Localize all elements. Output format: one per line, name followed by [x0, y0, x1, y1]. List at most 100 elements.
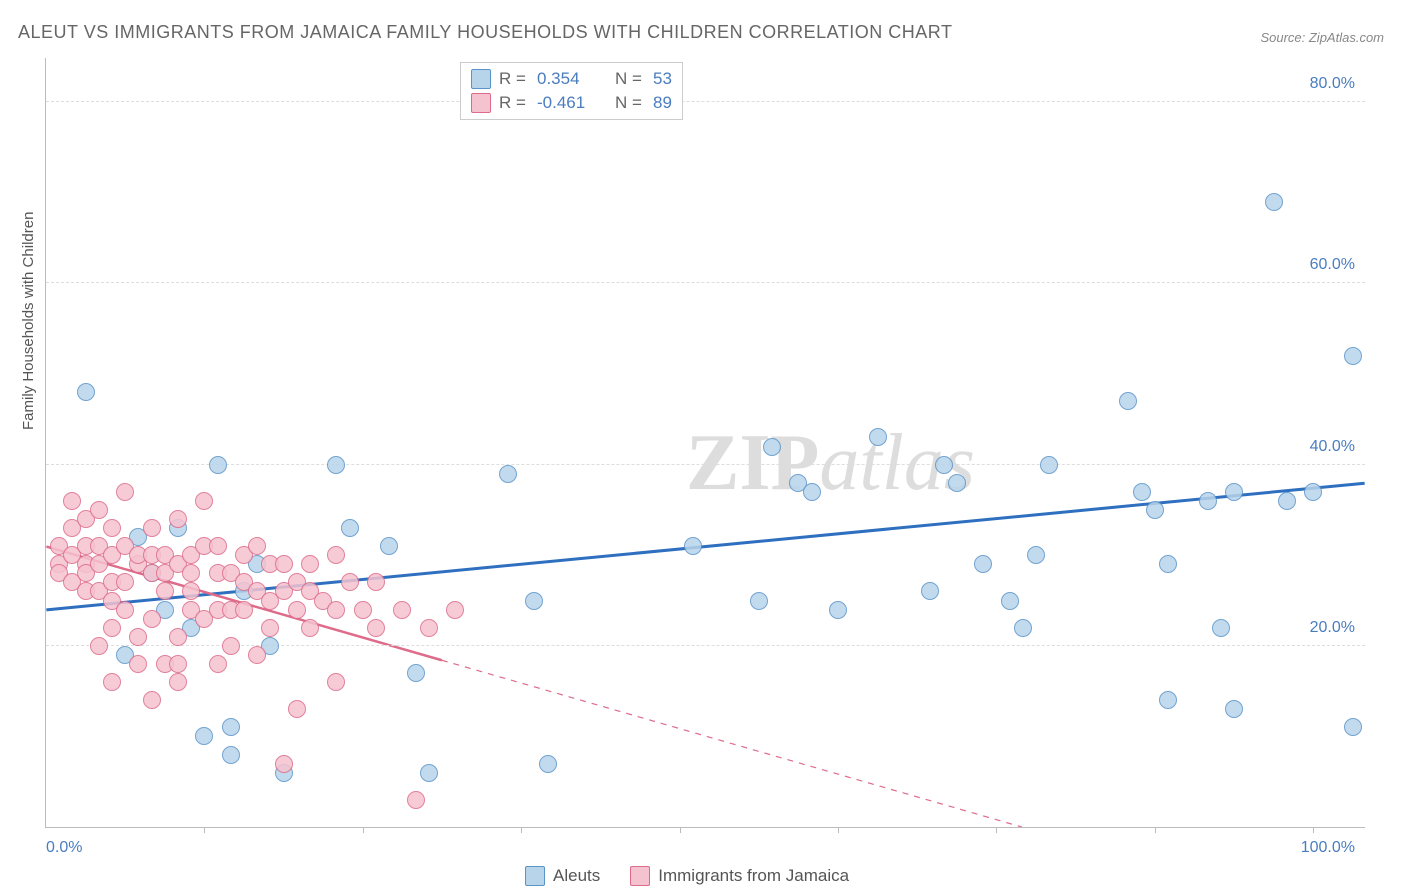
legend-n-value: 53: [653, 69, 672, 89]
scatter-point: [327, 601, 345, 619]
legend-item: Aleuts: [525, 866, 600, 886]
scatter-point: [1265, 193, 1283, 211]
scatter-point: [129, 628, 147, 646]
chart-plot-area: ZIPatlas 20.0%40.0%60.0%80.0%0.0%100.0%: [45, 58, 1365, 828]
legend-swatch: [471, 69, 491, 89]
legend-label: Immigrants from Jamaica: [658, 866, 849, 886]
scatter-point: [1304, 483, 1322, 501]
scatter-point: [380, 537, 398, 555]
scatter-point: [921, 582, 939, 600]
scatter-point: [182, 564, 200, 582]
scatter-point: [763, 438, 781, 456]
scatter-point: [301, 555, 319, 573]
scatter-point: [222, 746, 240, 764]
scatter-point: [1159, 555, 1177, 573]
scatter-point: [354, 601, 372, 619]
scatter-point: [248, 537, 266, 555]
y-axis-label: Family Households with Children: [20, 212, 37, 430]
scatter-point: [393, 601, 411, 619]
y-tick-label: 80.0%: [1310, 75, 1355, 93]
scatter-point: [301, 619, 319, 637]
x-tick-mark: [680, 827, 681, 833]
scatter-point: [1159, 691, 1177, 709]
scatter-point: [156, 582, 174, 600]
scatter-point: [341, 573, 359, 591]
scatter-point: [116, 483, 134, 501]
scatter-point: [143, 610, 161, 628]
scatter-point: [1344, 347, 1362, 365]
scatter-point: [1119, 392, 1137, 410]
scatter-point: [222, 718, 240, 736]
scatter-point: [90, 637, 108, 655]
x-tick-mark: [996, 827, 997, 833]
scatter-point: [169, 628, 187, 646]
scatter-point: [367, 619, 385, 637]
scatter-point: [63, 492, 81, 510]
legend-r-value: -0.461: [537, 93, 607, 113]
scatter-point: [169, 673, 187, 691]
x-tick-left: 0.0%: [46, 839, 82, 857]
scatter-point: [1278, 492, 1296, 510]
legend-row: R = 0.354 N = 53: [471, 67, 672, 91]
y-tick-label: 40.0%: [1310, 438, 1355, 456]
scatter-point: [77, 383, 95, 401]
scatter-point: [288, 700, 306, 718]
scatter-point: [750, 592, 768, 610]
scatter-point: [169, 655, 187, 673]
scatter-point: [116, 573, 134, 591]
scatter-point: [129, 655, 147, 673]
x-tick-mark: [363, 827, 364, 833]
scatter-point: [869, 428, 887, 446]
scatter-point: [499, 465, 517, 483]
scatter-point: [327, 546, 345, 564]
scatter-point: [525, 592, 543, 610]
gridline: [46, 101, 1365, 102]
scatter-point: [1199, 492, 1217, 510]
scatter-point: [275, 755, 293, 773]
scatter-point: [446, 601, 464, 619]
scatter-point: [209, 537, 227, 555]
scatter-point: [275, 555, 293, 573]
scatter-point: [367, 573, 385, 591]
scatter-point: [103, 519, 121, 537]
chart-title: ALEUT VS IMMIGRANTS FROM JAMAICA FAMILY …: [18, 22, 952, 43]
x-tick-mark: [1313, 827, 1314, 833]
scatter-point: [182, 582, 200, 600]
legend-r-label: R =: [499, 69, 529, 89]
scatter-point: [248, 646, 266, 664]
scatter-point: [116, 601, 134, 619]
scatter-point: [539, 755, 557, 773]
scatter-point: [1146, 501, 1164, 519]
scatter-point: [803, 483, 821, 501]
scatter-point: [143, 519, 161, 537]
scatter-point: [169, 510, 187, 528]
scatter-point: [327, 673, 345, 691]
source-label: Source: ZipAtlas.com: [1260, 30, 1384, 45]
scatter-point: [103, 619, 121, 637]
scatter-point: [222, 637, 240, 655]
legend-swatch: [630, 866, 650, 886]
correlation-legend: R = 0.354 N = 53R =-0.461N =89: [460, 62, 683, 120]
gridline: [46, 282, 1365, 283]
y-tick-label: 60.0%: [1310, 256, 1355, 274]
scatter-point: [1014, 619, 1032, 637]
scatter-point: [209, 655, 227, 673]
scatter-point: [1225, 483, 1243, 501]
series-legend: Aleuts Immigrants from Jamaica: [525, 866, 849, 886]
gridline: [46, 464, 1365, 465]
scatter-point: [935, 456, 953, 474]
scatter-point: [1040, 456, 1058, 474]
legend-r-value: 0.354: [537, 69, 607, 89]
scatter-point: [420, 764, 438, 782]
regression-lines-svg: [46, 58, 1365, 827]
scatter-point: [407, 664, 425, 682]
y-tick-label: 20.0%: [1310, 619, 1355, 637]
legend-label: Aleuts: [553, 866, 600, 886]
legend-n-label: N =: [615, 69, 645, 89]
scatter-point: [195, 727, 213, 745]
x-tick-mark: [204, 827, 205, 833]
legend-row: R =-0.461N =89: [471, 91, 672, 115]
scatter-point: [143, 691, 161, 709]
scatter-point: [103, 673, 121, 691]
scatter-point: [1027, 546, 1045, 564]
